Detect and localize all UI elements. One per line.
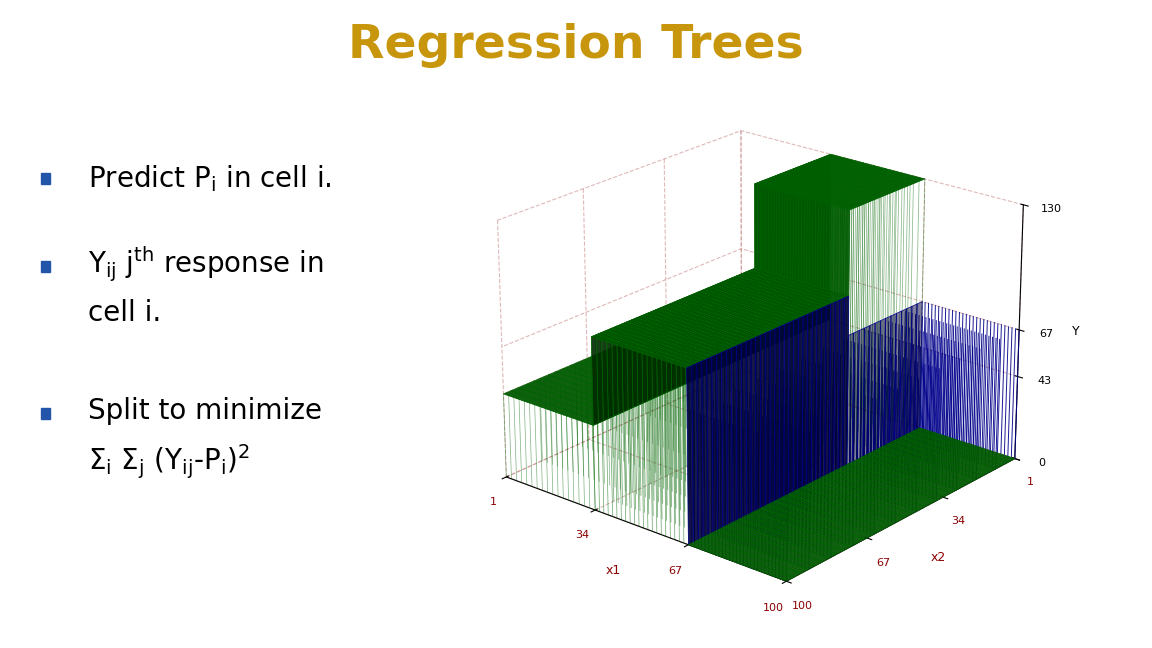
X-axis label: x1: x1	[606, 564, 621, 577]
Text: $\mathsf{\Sigma_i}$ $\mathsf{\Sigma_j}$ $\mathsf{(Y_{ij}}$-$\mathsf{P_i)^2}$: $\mathsf{\Sigma_i}$ $\mathsf{\Sigma_j}$ …	[89, 443, 250, 481]
Y-axis label: x2: x2	[931, 551, 946, 564]
Bar	[41, 261, 50, 272]
Bar	[41, 408, 50, 419]
Text: $\mathsf{Y_{ij}}$ $\mathsf{j^{th}}$ response in: $\mathsf{Y_{ij}}$ $\mathsf{j^{th}}$ resp…	[89, 245, 324, 284]
Text: Regression Trees: Regression Trees	[348, 23, 804, 68]
Text: Predict $\mathsf{P_i}$ in cell i.: Predict $\mathsf{P_i}$ in cell i.	[89, 163, 332, 194]
Bar	[41, 173, 50, 185]
Text: cell i.: cell i.	[89, 299, 161, 327]
Text: Split to minimize: Split to minimize	[89, 397, 323, 425]
